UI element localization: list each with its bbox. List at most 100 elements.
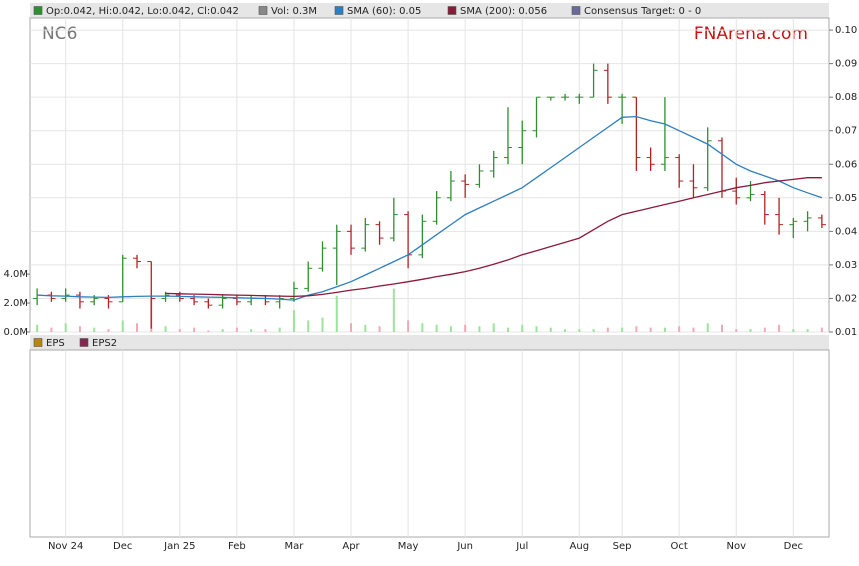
x-tick-label: Nov — [726, 541, 746, 552]
volume-bar — [720, 324, 723, 332]
y2-tick-label: 2.0M — [3, 298, 28, 309]
volume-bar — [50, 327, 53, 332]
volume-bar — [549, 327, 552, 332]
volume-bar — [221, 329, 224, 332]
y-tick-label: 0.01 — [835, 327, 857, 338]
volume-bar — [178, 329, 181, 332]
volume-bar — [107, 329, 110, 332]
y-tick-label: 0.08 — [835, 92, 857, 103]
x-tick-label: Mar — [285, 541, 305, 552]
legend-label: Op:0.042, Hi:0.042, Lo:0.042, Cl:0.042 — [46, 6, 239, 17]
x-tick-label: May — [398, 541, 419, 552]
volume-bar — [621, 327, 624, 332]
eps-pane — [29, 349, 830, 538]
y-tick-label: 0.06 — [835, 159, 857, 170]
volume-bar — [578, 329, 581, 332]
volume-bar — [735, 329, 738, 332]
volume-bar — [778, 324, 781, 332]
volume-bar — [678, 326, 681, 332]
y-tick-label: 0.10 — [835, 25, 857, 36]
price-pane — [29, 17, 830, 333]
volume-bar — [350, 323, 353, 332]
legend-label: SMA (60): 0.05 — [347, 6, 421, 17]
volume-bar — [435, 324, 438, 332]
volume-bar — [478, 326, 481, 332]
legend-swatch — [258, 6, 268, 15]
volume-bar — [78, 326, 81, 332]
volume-bar — [692, 327, 695, 332]
volume-bar — [278, 327, 281, 332]
legend-swatch — [334, 6, 344, 15]
volume-bar — [292, 310, 295, 332]
volume-bar — [250, 329, 253, 332]
volume-bar — [235, 327, 238, 332]
x-tick-label: Jun — [456, 541, 473, 552]
volume-bar — [392, 288, 395, 332]
volume-bar — [706, 323, 709, 332]
volume-bar — [364, 324, 367, 332]
y-tick-label: 0.02 — [835, 293, 857, 304]
sma-line — [37, 115, 823, 301]
y-tick-label: 0.09 — [835, 59, 857, 70]
volume-bar — [792, 329, 795, 332]
x-tick-label: Nov 24 — [48, 541, 83, 552]
volume-bar — [535, 326, 538, 332]
volume-bar — [820, 327, 823, 332]
ticker: NC6 — [42, 24, 77, 44]
volume-bar — [321, 317, 324, 332]
legend-strip — [30, 3, 829, 18]
volume-bar — [749, 329, 752, 332]
legend-label: Vol: 0.3M — [271, 6, 317, 17]
legend-label: EPS — [46, 338, 65, 349]
volume-bar — [464, 324, 467, 332]
legend-strip — [30, 335, 829, 350]
volume-bar — [449, 326, 452, 332]
volume-bar — [36, 324, 39, 332]
volume-bar — [521, 324, 524, 332]
volume-bar — [606, 327, 609, 332]
legend-swatch — [33, 6, 43, 15]
sma-line — [165, 177, 822, 298]
volume-bar — [64, 323, 67, 332]
x-tick-label: Aug — [570, 541, 590, 552]
volume-bar — [93, 327, 96, 332]
y-tick-label: 0.07 — [835, 126, 857, 137]
y2-tick-label: 0.0M — [3, 327, 28, 338]
x-tick-label: Feb — [228, 541, 246, 552]
legend-swatch — [33, 338, 43, 347]
x-tick-label: Jan 25 — [163, 541, 195, 552]
volume-bar — [207, 330, 210, 332]
x-tick-label: Dec — [113, 541, 132, 552]
volume-bar — [136, 323, 139, 332]
volume-bar — [164, 326, 167, 332]
volume-bar — [421, 323, 424, 332]
volume-bar — [307, 320, 310, 332]
volume-bar — [564, 329, 567, 332]
volume-bar — [193, 327, 196, 332]
volume-bar — [378, 326, 381, 332]
volume-bar — [635, 326, 638, 332]
y-tick-label: 0.05 — [835, 193, 857, 204]
x-tick-label: Apr — [342, 541, 360, 552]
volume-bar — [649, 327, 652, 332]
volume-bar — [121, 320, 124, 332]
volume-bar — [506, 327, 509, 332]
y-tick-label: 0.03 — [835, 260, 857, 271]
x-tick-label: Jul — [515, 541, 528, 552]
x-tick-label: Sep — [613, 541, 632, 552]
x-tick-label: Dec — [784, 541, 803, 552]
x-tick-label: Oct — [671, 541, 688, 552]
legend-swatch — [79, 338, 89, 347]
legend-label: Consensus Target: 0 - 0 — [584, 6, 701, 17]
volume-bar — [663, 327, 666, 332]
volume-bar — [806, 329, 809, 332]
legend-label: SMA (200): 0.056 — [460, 6, 547, 17]
volume-bar — [264, 329, 267, 332]
legend-swatch — [447, 6, 457, 15]
volume-bar — [592, 329, 595, 332]
legend-label: EPS2 — [92, 338, 117, 349]
volume-bar — [407, 320, 410, 332]
watermark: FNArena.com — [694, 24, 808, 44]
legend-swatch — [571, 6, 581, 15]
